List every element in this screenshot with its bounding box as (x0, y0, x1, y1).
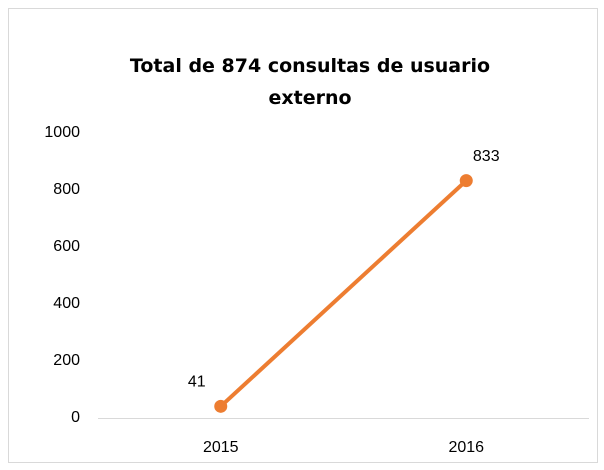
x-tick-label: 2016 (448, 439, 484, 456)
x-tick-label: 2015 (203, 439, 239, 456)
data-label: 41 (188, 374, 206, 391)
chart-frame (8, 8, 598, 463)
y-tick-label: 600 (53, 238, 80, 255)
line (219, 179, 468, 408)
chart-title: Total de 874 consultas de usuario extern… (129, 55, 491, 109)
marker (459, 174, 473, 188)
marker (214, 399, 228, 413)
y-tick-label: 200 (53, 352, 80, 369)
y-tick-label: 400 (53, 295, 80, 312)
y-tick-label: 800 (53, 181, 80, 198)
y-tick-label: 0 (71, 409, 80, 426)
data-label: 833 (473, 148, 500, 165)
y-tick-label: 1000 (44, 124, 80, 141)
